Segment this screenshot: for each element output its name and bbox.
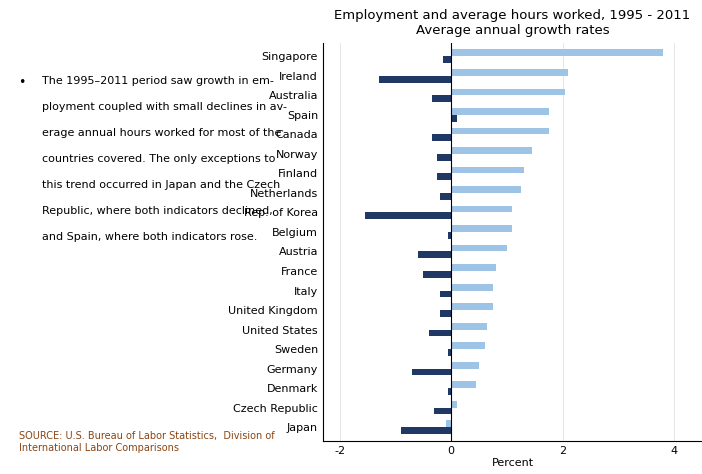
- Bar: [449, 349, 451, 356]
- Bar: [451, 284, 493, 291]
- Bar: [451, 108, 549, 115]
- Bar: [429, 329, 451, 337]
- Bar: [451, 206, 512, 212]
- Bar: [451, 69, 568, 76]
- Bar: [451, 147, 532, 154]
- Bar: [401, 427, 451, 434]
- Text: erage annual hours worked for most of the: erage annual hours worked for most of th…: [41, 128, 281, 138]
- Bar: [440, 193, 451, 200]
- Text: The 1995–2011 period saw growth in em-: The 1995–2011 period saw growth in em-: [41, 76, 274, 86]
- Text: ployment coupled with small declines in av-: ployment coupled with small declines in …: [41, 102, 286, 112]
- Bar: [451, 128, 549, 135]
- Bar: [446, 420, 451, 427]
- Text: SOURCE: U.S. Bureau of Labor Statistics,  Division of
International Labor Compar: SOURCE: U.S. Bureau of Labor Statistics,…: [18, 431, 274, 453]
- Bar: [440, 291, 451, 297]
- Bar: [437, 154, 451, 161]
- Bar: [451, 89, 565, 95]
- Bar: [412, 369, 451, 375]
- Bar: [451, 401, 457, 408]
- Text: countries covered. The only exceptions to: countries covered. The only exceptions t…: [41, 154, 275, 164]
- Bar: [451, 115, 457, 122]
- Title: Employment and average hours worked, 1995 - 2011
Average annual growth rates: Employment and average hours worked, 199…: [334, 9, 691, 37]
- Bar: [378, 76, 451, 82]
- Bar: [440, 310, 451, 317]
- Bar: [451, 49, 663, 56]
- Text: this trend occurred in Japan and the Czech: this trend occurred in Japan and the Cze…: [41, 180, 280, 190]
- Bar: [443, 56, 451, 63]
- Bar: [432, 135, 451, 141]
- Bar: [451, 186, 521, 193]
- Bar: [365, 212, 451, 219]
- Bar: [423, 271, 451, 278]
- Text: and Spain, where both indicators rose.: and Spain, where both indicators rose.: [41, 232, 257, 242]
- Bar: [451, 381, 476, 388]
- Bar: [449, 232, 451, 239]
- Bar: [451, 264, 496, 271]
- Bar: [435, 408, 451, 414]
- Bar: [451, 342, 484, 349]
- Text: •: •: [18, 76, 26, 89]
- Bar: [451, 323, 487, 329]
- Bar: [418, 252, 451, 258]
- Bar: [451, 362, 479, 369]
- Bar: [432, 95, 451, 102]
- X-axis label: Percent: Percent: [491, 458, 534, 468]
- Bar: [451, 225, 512, 232]
- Bar: [449, 388, 451, 395]
- Text: Republic, where both indicators declined,: Republic, where both indicators declined…: [41, 206, 272, 216]
- Bar: [451, 245, 507, 252]
- Bar: [437, 173, 451, 180]
- Bar: [451, 166, 524, 173]
- Bar: [451, 303, 493, 310]
